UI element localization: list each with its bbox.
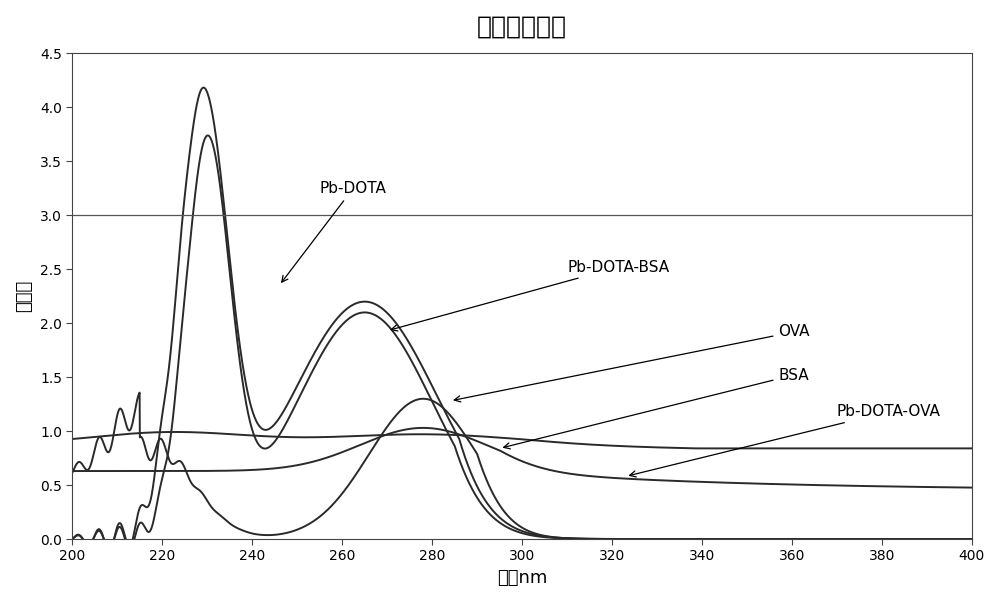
Text: Pb-DOTA-BSA: Pb-DOTA-BSA <box>391 259 669 331</box>
Text: BSA: BSA <box>504 367 809 449</box>
Title: 紫外扫描图谱: 紫外扫描图谱 <box>477 15 567 39</box>
Text: OVA: OVA <box>454 324 810 402</box>
X-axis label: 波长nm: 波长nm <box>497 569 547 587</box>
Y-axis label: 吸光値: 吸光値 <box>15 280 33 312</box>
Text: Pb-DOTA: Pb-DOTA <box>282 181 387 282</box>
Text: Pb-DOTA-OVA: Pb-DOTA-OVA <box>630 404 941 477</box>
